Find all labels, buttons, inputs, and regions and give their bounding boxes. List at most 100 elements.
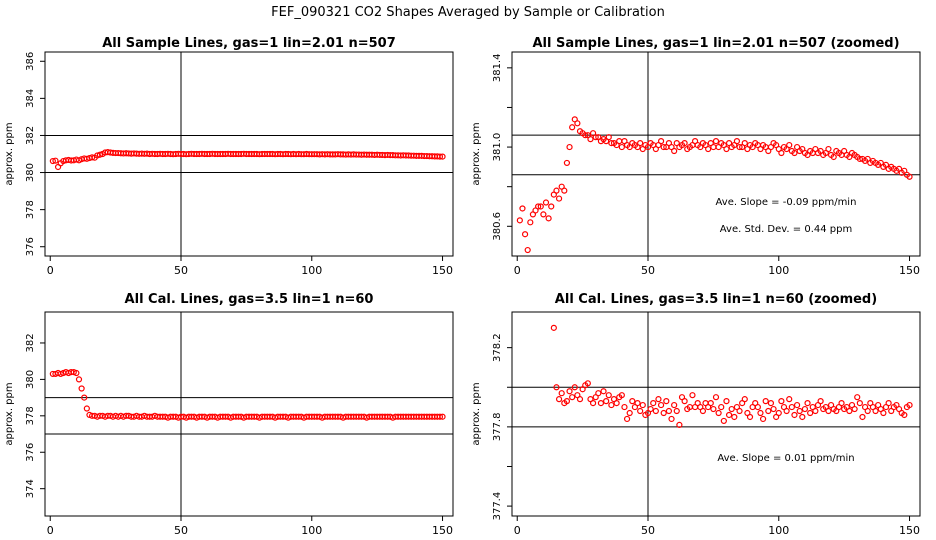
data-point [786,396,793,403]
data-point [665,407,673,415]
data-point [825,407,832,415]
data-point [710,143,717,151]
data-point [555,195,563,202]
data-point [96,151,104,158]
data-point [545,215,552,222]
data-point [616,138,623,145]
data-point [542,199,550,206]
x-tick-label: 150 [432,264,453,277]
data-point [746,413,754,421]
x-tick-label: 150 [432,524,453,537]
data-series [516,116,913,254]
y-tick-label: 380.6 [492,212,503,241]
data-point [516,217,523,224]
y-tick-label: 376 [25,443,36,462]
x-tick-label: 50 [641,264,655,277]
data-point [830,153,837,161]
data-point [765,407,772,415]
data-series [550,324,913,428]
x-tick-label: 0 [514,524,521,537]
data-point [550,324,557,331]
data-point [663,398,670,405]
data-point [94,152,101,159]
data-point [639,401,646,409]
annotation-text: Ave. Slope = -0.09 ppm/min [716,197,857,208]
data-point [856,155,863,163]
data-point [796,407,803,415]
data-point [566,143,573,151]
data-point [623,415,631,423]
panel-cal-lines: All Cal. Lines, gas=3.5 lin=1 n=60 approx… [4,292,454,537]
data-point [652,407,659,415]
data-point [783,407,790,415]
data-point [799,413,806,421]
data-point [901,411,908,419]
data-point [439,413,446,420]
data-point [801,405,809,413]
data-point [736,407,743,415]
data-point [608,140,615,147]
data-point [759,415,767,423]
y-tick-label: 386 [25,52,36,71]
data-point [733,138,741,145]
data-point [613,400,620,407]
data-point [864,407,871,415]
data-point [681,140,688,147]
data-point [812,407,819,415]
x-tick-label: 100 [301,264,322,277]
data-point [524,246,531,254]
data-point [712,394,720,401]
y-tick-label: 378.2 [492,333,503,362]
data-point [715,409,722,417]
data-point [621,403,628,411]
x-tick-label: 150 [899,264,920,277]
data-point [603,398,610,405]
data-point [605,134,612,141]
panel-title: All Cal. Lines, gas=3.5 lin=1 n=60 [125,292,374,307]
x-tick-label: 50 [174,264,188,277]
data-point [712,138,720,145]
data-point [720,417,727,425]
data-point [671,401,678,409]
data-series [49,149,446,171]
data-point [741,396,748,403]
data-point [540,211,547,218]
data-point [571,384,578,391]
data-point [436,413,444,420]
plot-frame [44,51,454,257]
data-point [553,384,560,391]
data-point [673,407,680,415]
data-point [778,398,785,405]
x-tick-label: 150 [899,524,920,537]
data-point [825,145,832,153]
y-tick-label: 382 [25,126,36,145]
data-point [786,141,793,149]
data-point [561,187,568,194]
data-point [699,407,707,415]
data-point [574,120,581,127]
data-point [778,149,785,157]
data-point [657,138,665,145]
data-point [637,140,644,147]
y-tick-label: 384 [25,89,36,108]
data-point [767,400,775,407]
data-point [595,390,602,397]
data-point [741,140,748,147]
data-point [725,411,733,419]
data-point [629,398,636,405]
y-tick-label: 378 [25,406,36,425]
data-point [566,388,573,395]
data-point [569,124,576,131]
data-point [657,401,665,409]
data-point [689,392,696,399]
data-point [880,409,887,417]
data-point [846,407,853,415]
x-tick-label: 100 [301,524,322,537]
panel-sample-lines-zoomed: All Sample Lines, gas=1 lin=2.01 n=507 (… [471,36,921,277]
data-point [650,400,657,407]
data-point [563,159,571,167]
data-point [439,153,446,160]
data-point [83,155,90,162]
data-point [838,400,845,407]
